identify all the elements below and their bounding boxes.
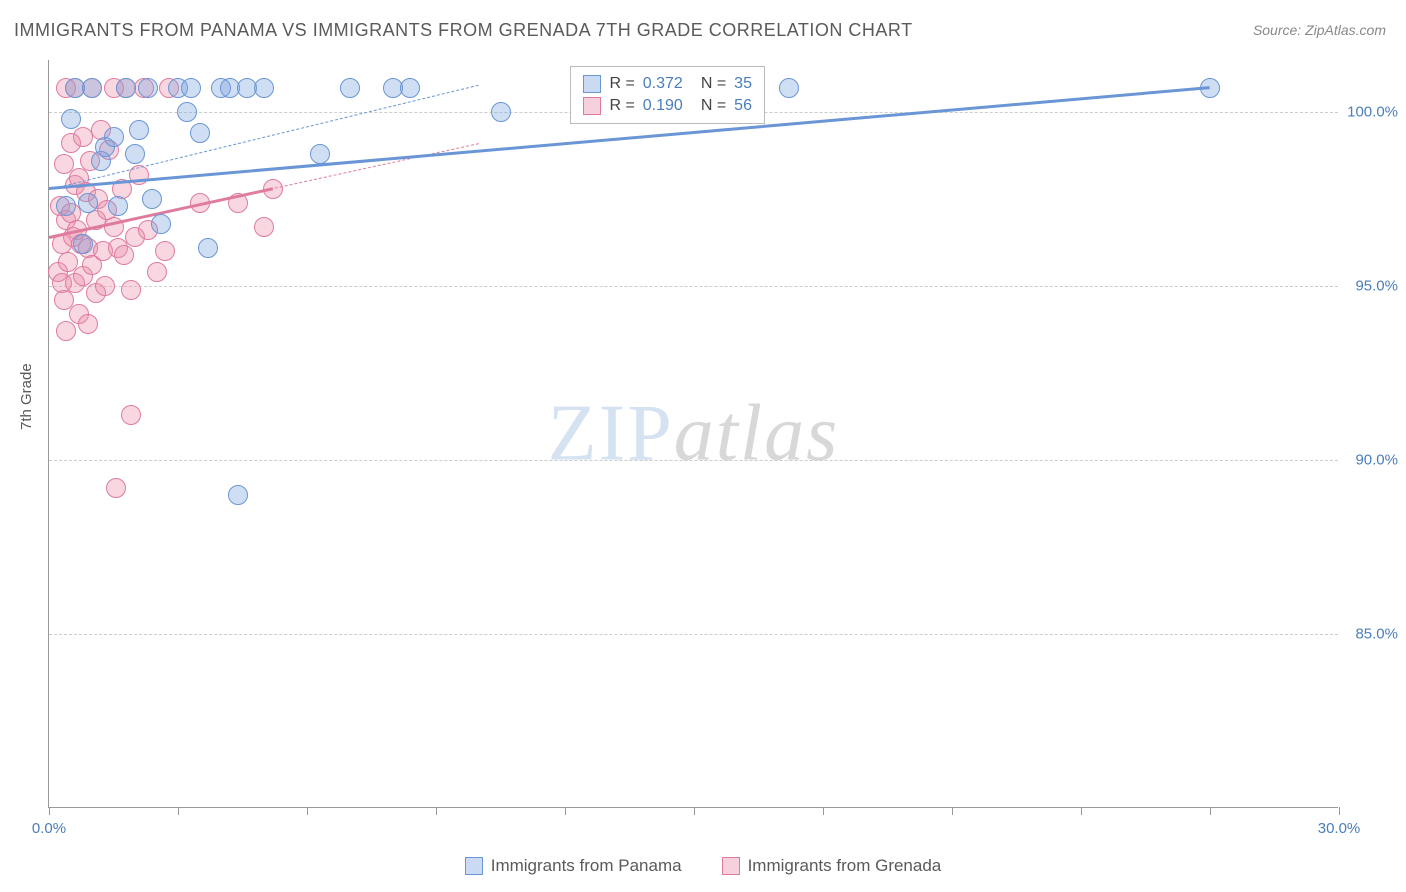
data-point [82,78,102,98]
series-legend-item: Immigrants from Grenada [722,856,942,876]
data-point [116,78,136,98]
data-point [142,189,162,209]
data-point [310,144,330,164]
data-point [114,245,134,265]
data-point [254,217,274,237]
data-point [198,238,218,258]
y-tick-label: 85.0% [1355,626,1398,643]
series-legend-label: Immigrants from Grenada [748,856,942,876]
data-point [138,78,158,98]
data-point [121,280,141,300]
series-legend-item: Immigrants from Panama [465,856,682,876]
x-tick [1081,807,1082,815]
watermark: ZIPatlas [548,388,840,479]
data-point [340,78,360,98]
y-axis-label: 7th Grade [18,363,35,430]
y-tick-label: 95.0% [1355,278,1398,295]
legend-row: R = 0.190 N = 56 [583,95,752,117]
data-point [779,78,799,98]
series-legend-label: Immigrants from Panama [491,856,682,876]
data-point [129,120,149,140]
x-tick [49,807,50,815]
y-tick-label: 90.0% [1355,452,1398,469]
data-point [491,102,511,122]
x-tick [436,807,437,815]
gridline [49,460,1338,461]
data-point [73,234,93,254]
x-tick [952,807,953,815]
legend-row: R = 0.372 N = 35 [583,73,752,95]
data-point [106,478,126,498]
legend-r-label: R = [609,75,634,93]
legend-r-value: 0.372 [643,75,683,93]
data-point [56,196,76,216]
data-point [190,123,210,143]
x-tick [565,807,566,815]
gridline [49,286,1338,287]
data-point [104,127,124,147]
data-point [78,193,98,213]
legend-n-label: N = [701,75,726,93]
data-point [61,109,81,129]
stats-legend: R = 0.372 N = 35 R = 0.190 N = 56 [570,66,765,124]
data-point [95,276,115,296]
x-tick [1210,807,1211,815]
y-tick-label: 100.0% [1347,104,1398,121]
data-point [108,196,128,216]
legend-swatch [465,857,483,875]
legend-swatch [583,97,601,115]
data-point [181,78,201,98]
legend-r-label: R = [609,97,634,115]
x-tick [1339,807,1340,815]
source-attribution: Source: ZipAtlas.com [1253,22,1386,38]
data-point [400,78,420,98]
data-point [78,314,98,334]
data-point [177,102,197,122]
legend-swatch [583,75,601,93]
x-tick-label: 0.0% [32,820,66,837]
x-tick [694,807,695,815]
legend-swatch [722,857,740,875]
chart-title: IMMIGRANTS FROM PANAMA VS IMMIGRANTS FRO… [14,20,913,41]
legend-n-value: 35 [734,75,752,93]
x-tick [823,807,824,815]
data-point [228,485,248,505]
data-point [155,241,175,261]
data-point [151,214,171,234]
series-legend: Immigrants from Panama Immigrants from Gr… [0,856,1406,876]
x-tick [178,807,179,815]
gridline [49,634,1338,635]
data-point [56,321,76,341]
x-tick-label: 30.0% [1318,820,1361,837]
data-point [121,405,141,425]
plot-area: ZIPatlas 85.0%90.0%95.0%100.0%0.0%30.0% [48,60,1338,808]
legend-r-value: 0.190 [643,97,683,115]
legend-n-label: N = [701,97,726,115]
legend-n-value: 56 [734,97,752,115]
data-point [147,262,167,282]
data-point [125,144,145,164]
x-tick [307,807,308,815]
data-point [254,78,274,98]
